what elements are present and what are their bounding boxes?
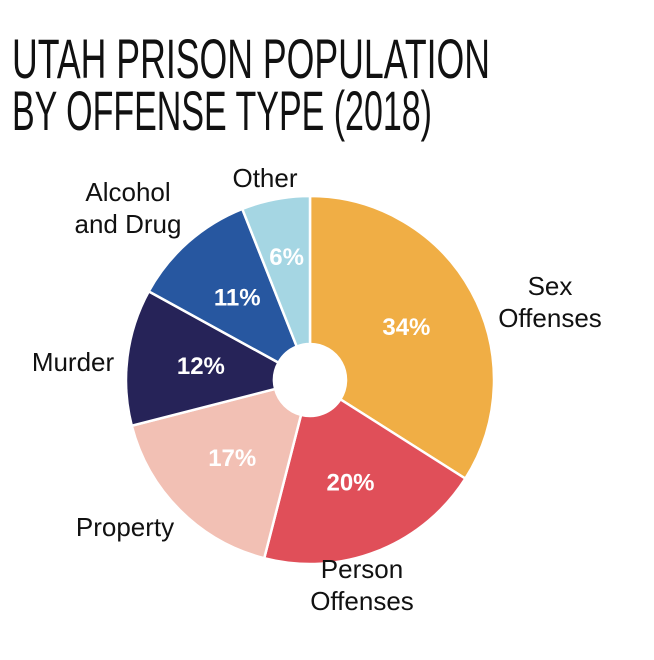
data-label: 17% <box>208 445 256 472</box>
data-label: 11% <box>214 284 261 311</box>
category-label: Offenses <box>310 586 414 616</box>
category-label: Offenses <box>498 303 602 333</box>
pie-slice-alcohol-and-drug <box>147 207 299 365</box>
category-label: Sex <box>528 271 573 301</box>
category-label: Alcohol <box>85 177 170 207</box>
chart-title-line-2: BY OFFENSE TYPE (2018) <box>12 79 432 142</box>
pie-slice-other <box>240 194 312 349</box>
data-label: 6% <box>269 244 304 271</box>
pie-slice-person-offenses <box>262 397 468 566</box>
category-label: Other <box>232 163 297 193</box>
data-label: 34% <box>382 314 430 341</box>
category-label: Person <box>321 554 403 584</box>
pie-slice-property <box>130 387 303 560</box>
category-label: Property <box>76 512 174 542</box>
category-label: Murder <box>32 347 115 377</box>
pie-slice-murder <box>124 289 281 428</box>
category-label: and Drug <box>75 209 182 239</box>
data-label: 12% <box>177 353 225 380</box>
data-label: 20% <box>326 469 374 496</box>
chart-title-line-1: UTAH PRISON POPULATION <box>12 27 490 90</box>
